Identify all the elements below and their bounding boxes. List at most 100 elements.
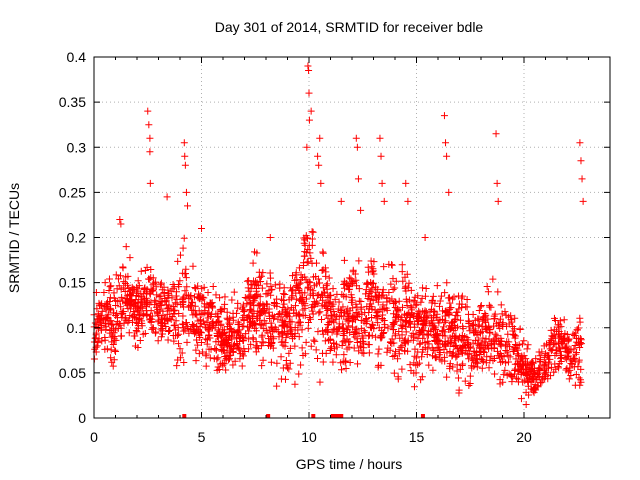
data-point xyxy=(442,309,450,317)
data-point xyxy=(579,197,587,205)
data-point xyxy=(491,370,499,378)
data-point xyxy=(299,351,307,359)
data-point xyxy=(263,280,271,288)
data-point xyxy=(362,320,370,328)
data-point xyxy=(464,317,472,325)
data-point xyxy=(189,306,197,314)
data-point xyxy=(174,324,182,332)
data-point xyxy=(247,291,255,299)
data-point xyxy=(311,300,319,308)
data-point xyxy=(217,320,225,328)
data-point xyxy=(376,134,384,142)
data-point xyxy=(124,281,132,289)
data-point xyxy=(482,359,490,367)
data-point xyxy=(423,350,431,358)
data-point xyxy=(291,330,299,338)
data-point xyxy=(538,378,546,386)
data-point xyxy=(157,279,165,287)
data-point xyxy=(575,374,583,382)
data-point xyxy=(338,325,346,333)
data-point xyxy=(267,358,275,366)
data-point xyxy=(374,298,382,306)
data-point xyxy=(478,322,486,330)
data-point xyxy=(103,345,111,353)
data-point xyxy=(156,281,164,289)
data-point xyxy=(258,362,266,370)
data-point xyxy=(368,263,376,271)
data-point xyxy=(443,349,451,357)
data-point xyxy=(306,313,314,321)
data-point xyxy=(391,314,399,322)
data-point xyxy=(269,315,277,323)
data-point xyxy=(319,358,327,366)
data-point xyxy=(529,364,537,372)
data-point xyxy=(374,308,382,316)
data-point xyxy=(282,357,290,365)
data-point xyxy=(323,328,331,336)
data-point xyxy=(180,327,188,335)
data-point xyxy=(128,283,136,291)
data-point xyxy=(497,358,505,366)
data-point xyxy=(347,298,355,306)
data-point xyxy=(392,313,400,321)
data-point xyxy=(116,321,124,329)
data-point xyxy=(289,272,297,280)
data-point xyxy=(419,307,427,315)
data-points xyxy=(90,62,587,418)
data-point xyxy=(94,325,102,333)
data-point xyxy=(368,284,376,292)
data-point xyxy=(517,395,525,403)
data-point xyxy=(398,303,406,311)
y-tick-label: 0.2 xyxy=(67,230,87,246)
data-point xyxy=(404,284,412,292)
data-point xyxy=(450,337,458,345)
data-point xyxy=(365,341,373,349)
data-point xyxy=(243,277,251,285)
data-point xyxy=(505,338,513,346)
data-point xyxy=(484,342,492,350)
data-point xyxy=(480,349,488,357)
data-point xyxy=(314,355,322,363)
data-point xyxy=(141,266,149,274)
data-point xyxy=(401,335,409,343)
data-point xyxy=(219,326,227,334)
data-point xyxy=(342,338,350,346)
data-point xyxy=(501,341,509,349)
data-point xyxy=(369,267,377,275)
data-point xyxy=(348,278,356,286)
data-point xyxy=(436,316,444,324)
data-point xyxy=(212,310,220,318)
data-point xyxy=(479,348,487,356)
data-point xyxy=(305,67,313,75)
data-point xyxy=(529,375,537,383)
data-point xyxy=(265,308,273,316)
data-point xyxy=(280,284,288,292)
data-point xyxy=(179,297,187,305)
data-point xyxy=(440,323,448,331)
data-point xyxy=(229,361,237,369)
data-point xyxy=(118,308,126,316)
data-point xyxy=(220,360,228,368)
data-point xyxy=(206,354,214,362)
data-point xyxy=(441,289,449,297)
data-point xyxy=(311,337,319,345)
data-point xyxy=(565,375,573,383)
data-point xyxy=(324,321,332,329)
data-point xyxy=(415,314,423,322)
data-point xyxy=(380,329,388,337)
data-point xyxy=(227,342,235,350)
zero-mark xyxy=(337,414,342,418)
data-point xyxy=(518,340,526,348)
data-point xyxy=(431,338,439,346)
data-point xyxy=(394,308,402,316)
data-point xyxy=(416,340,424,348)
data-point xyxy=(278,329,286,337)
data-point xyxy=(541,372,549,380)
data-point xyxy=(252,320,260,328)
data-point xyxy=(158,298,166,306)
data-point xyxy=(419,320,427,328)
data-point xyxy=(523,371,531,379)
data-point xyxy=(319,249,327,257)
chart-title: Day 301 of 2014, SRMTID for receiver bdl… xyxy=(215,19,484,35)
data-point xyxy=(183,283,191,291)
